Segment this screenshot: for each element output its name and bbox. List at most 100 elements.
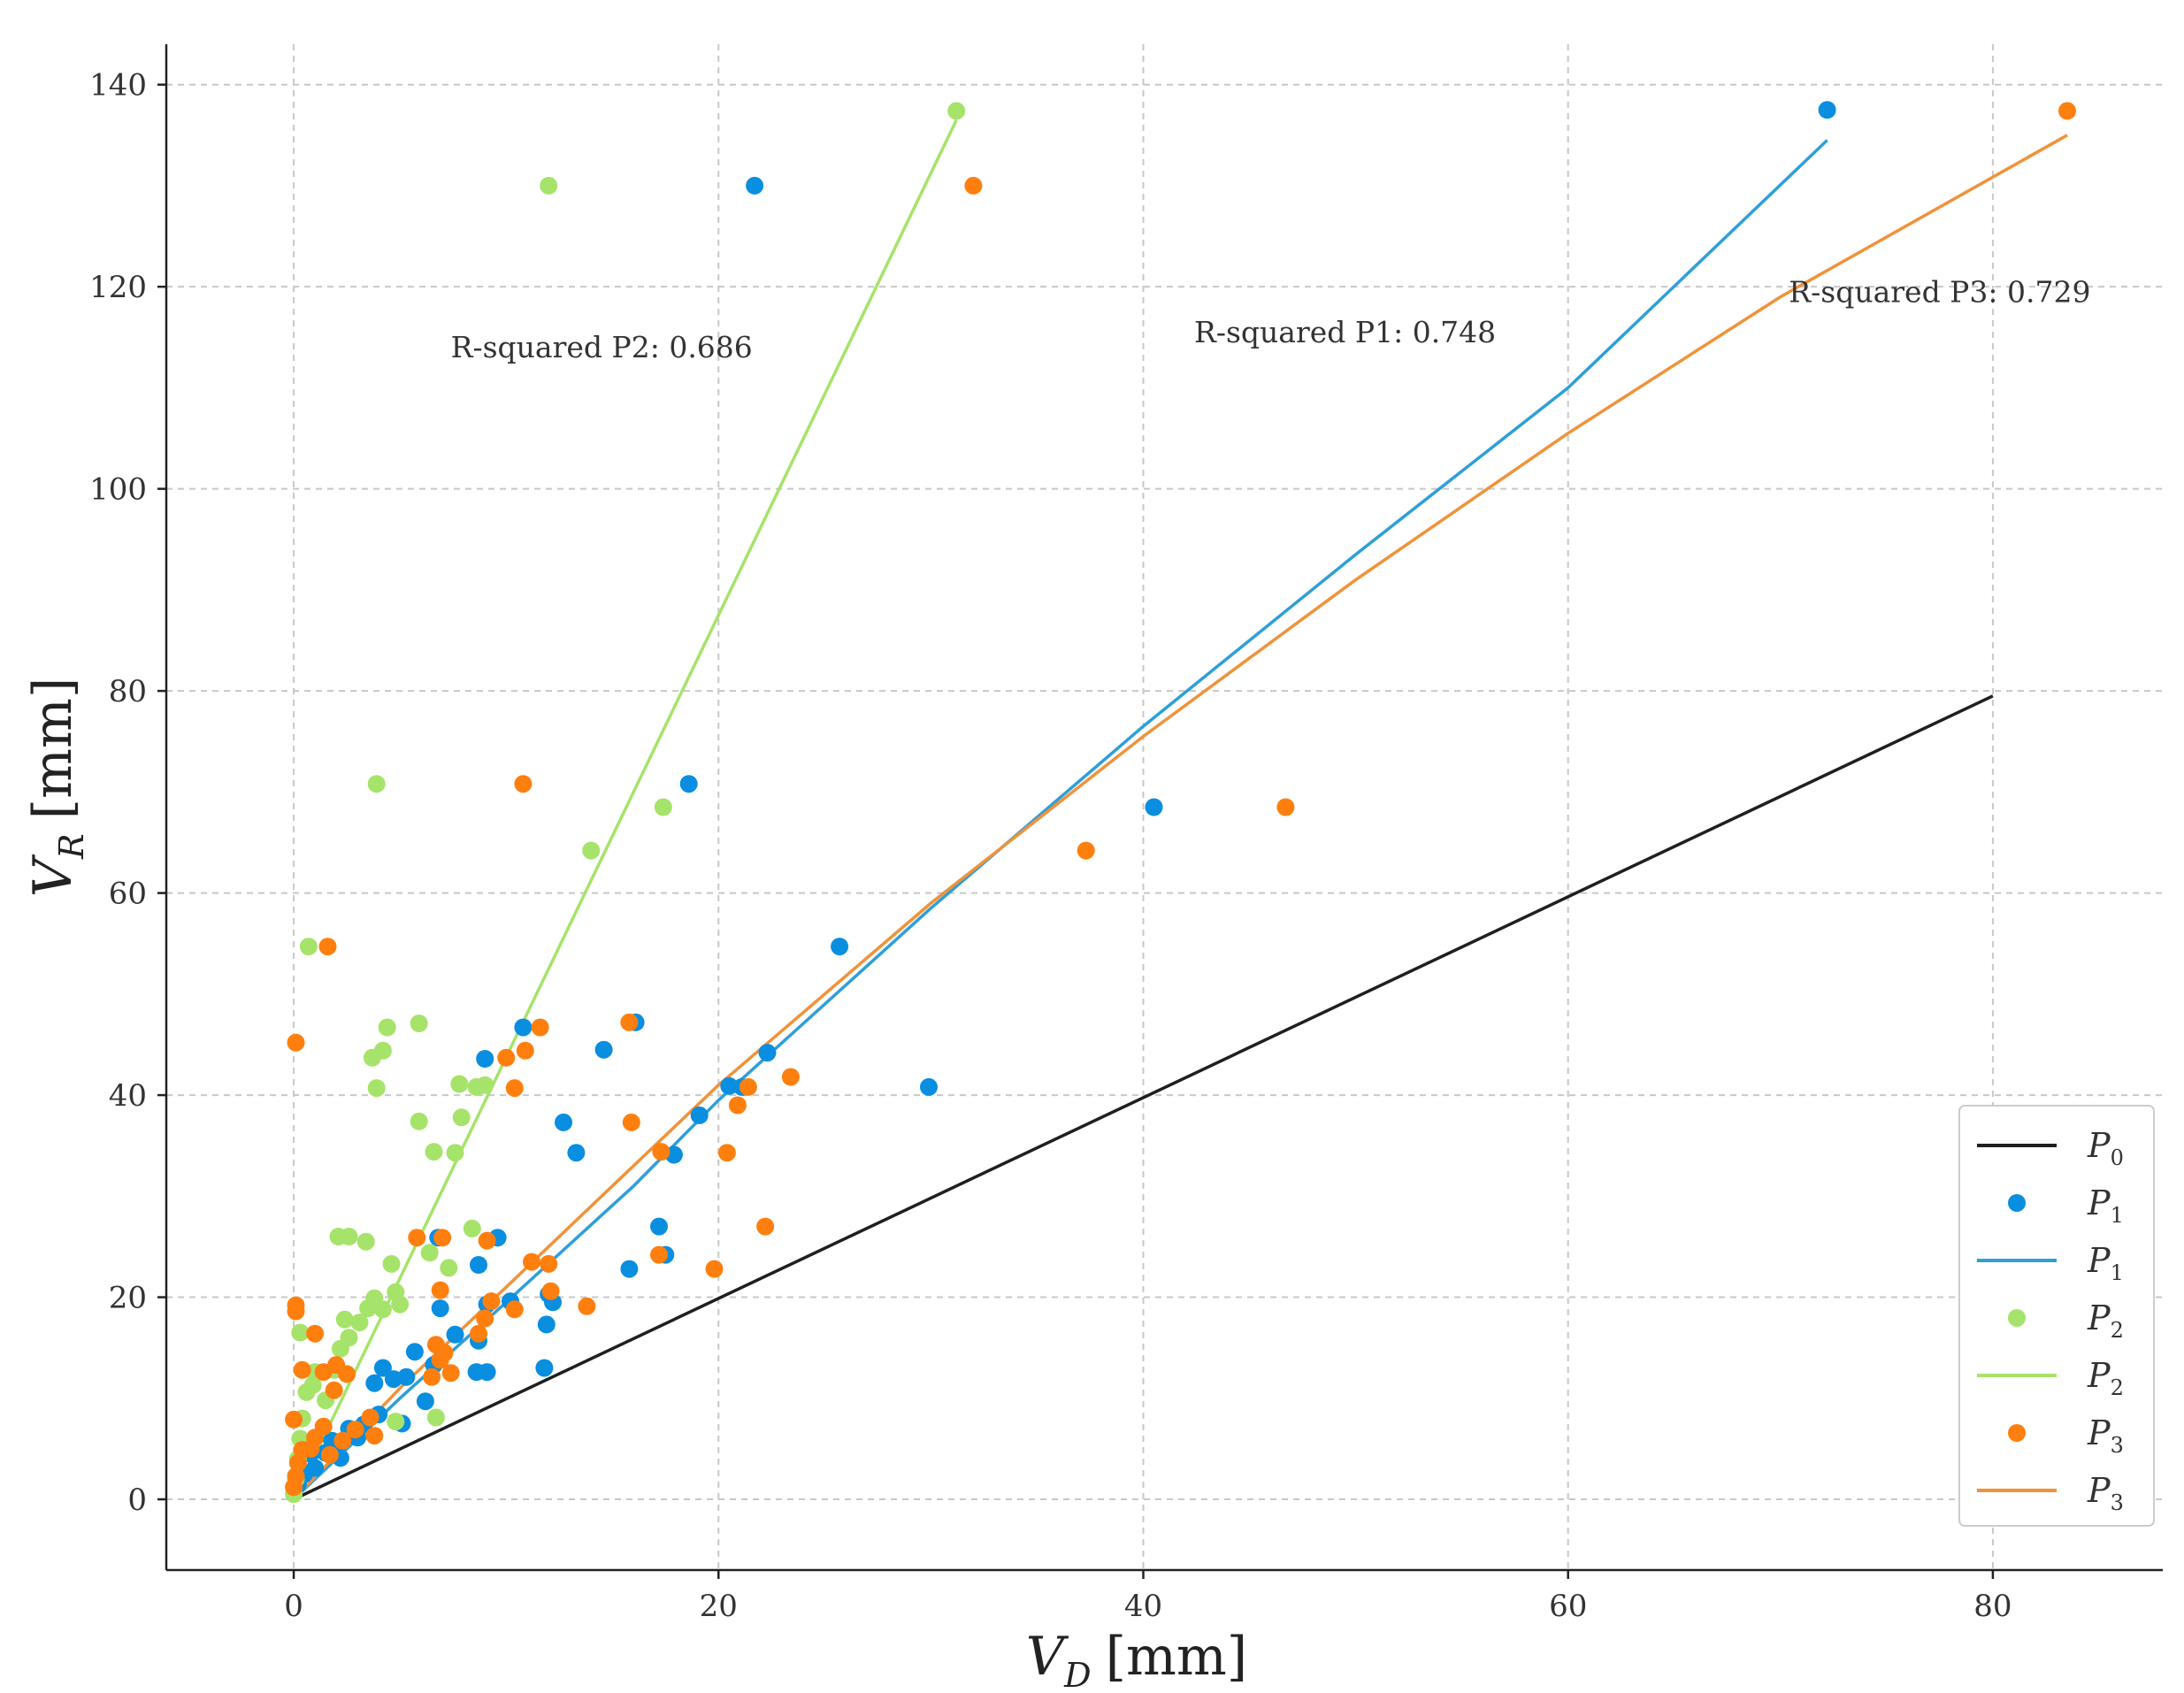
point-p3 (728, 1096, 747, 1115)
legend-label-subscript: 2 (2111, 1375, 2124, 1400)
point-p2 (373, 1300, 392, 1319)
point-p2 (410, 1015, 428, 1032)
y-axis-title-symbol: V (22, 854, 84, 897)
y-tick-label: 100 (89, 472, 147, 508)
point-p1 (650, 1217, 668, 1236)
legend-label-subscript: 3 (2111, 1490, 2124, 1515)
legend-label: P3 (2087, 1413, 2124, 1458)
y-axis-title-unit: [mm] (22, 678, 84, 820)
y-tick-label: 0 (127, 1482, 147, 1518)
y-tick-label: 80 (109, 674, 147, 709)
fit-line-p1 (292, 139, 1828, 1501)
x-axis-title: VD [mm] (1026, 1626, 1247, 1693)
point-p2 (426, 1408, 445, 1427)
point-p1 (431, 1299, 449, 1318)
point-p3 (431, 1281, 449, 1299)
point-p2 (382, 1254, 401, 1273)
legend-marker-swatch (2008, 1424, 2026, 1442)
point-p2 (452, 1108, 471, 1127)
r-squared-annotations: R-squared P2: 0.686 R-squared P1: 0.748 R-… (451, 274, 2091, 364)
point-p3 (433, 1229, 452, 1247)
point-p1 (720, 1076, 739, 1095)
point-p3 (620, 1013, 639, 1031)
point-p3 (1276, 798, 1295, 816)
point-p3 (293, 1360, 311, 1379)
point-p3 (361, 1408, 379, 1427)
point-p2 (363, 1048, 381, 1067)
point-p3 (622, 1113, 640, 1131)
point-p1 (373, 1359, 392, 1377)
point-p1 (476, 1050, 494, 1068)
r-squared-label: R-squared P1: 0.748 (1194, 315, 1496, 349)
data-points (285, 101, 2076, 1504)
point-p3 (287, 1302, 305, 1321)
x-axis-title-symbol: V (1026, 1626, 1069, 1688)
point-p3 (781, 1068, 800, 1086)
point-p3 (288, 1453, 307, 1472)
point-p3 (346, 1421, 364, 1439)
point-p1 (555, 1113, 572, 1131)
point-p3 (652, 1143, 671, 1161)
x-tick-label: 80 (1973, 1589, 2012, 1624)
point-p2 (335, 1310, 354, 1329)
point-p1 (446, 1325, 464, 1344)
point-p3 (540, 1254, 558, 1273)
point-p3 (505, 1079, 524, 1098)
point-p3 (325, 1381, 343, 1399)
y-tick-label: 120 (89, 270, 147, 305)
point-p1 (746, 176, 764, 195)
x-axis-title-unit: [mm] (1106, 1626, 1248, 1688)
y-tick-label: 40 (109, 1078, 147, 1114)
point-p3 (423, 1367, 441, 1386)
fit-lines (292, 119, 2068, 1501)
point-p2 (425, 1143, 443, 1161)
point-p2 (410, 1112, 428, 1130)
legend-label-symbol: P (2087, 1471, 2111, 1510)
point-p1 (478, 1363, 496, 1382)
legend-label: P2 (2087, 1298, 2124, 1343)
point-p2 (367, 1079, 386, 1098)
point-p3 (756, 1217, 775, 1236)
point-p3 (964, 176, 983, 195)
point-p3 (1077, 841, 1095, 860)
point-p3 (408, 1229, 426, 1247)
point-p3 (505, 1300, 524, 1319)
point-p1 (1818, 101, 1836, 119)
legend-label-symbol: P (2087, 1241, 2111, 1280)
point-p3 (578, 1297, 596, 1315)
point-p2 (391, 1295, 410, 1314)
point-p2 (450, 1075, 469, 1093)
point-p1 (1145, 798, 1163, 816)
point-p3 (333, 1431, 352, 1450)
y-axis-title-subscript: R (52, 833, 91, 860)
point-p3 (497, 1048, 516, 1067)
point-p2 (340, 1228, 358, 1245)
point-p3 (318, 938, 337, 956)
point-p3 (514, 775, 533, 793)
point-p3 (441, 1364, 460, 1383)
fit-line-p0 (293, 694, 1994, 1501)
point-p3 (287, 1033, 305, 1052)
point-p1 (831, 938, 849, 956)
legend-label-subscript: 1 (2111, 1260, 2124, 1285)
point-p3 (476, 1309, 494, 1328)
legend-label: P1 (2087, 1184, 2124, 1228)
point-p3 (650, 1245, 668, 1264)
point-p1 (594, 1040, 613, 1059)
point-p1 (365, 1374, 384, 1392)
legend-label: P3 (2087, 1471, 2124, 1515)
y-tick-label: 140 (89, 68, 147, 103)
legend-box (1958, 1105, 2155, 1527)
point-p3 (470, 1324, 487, 1343)
point-p1 (405, 1343, 424, 1361)
point-p2 (356, 1232, 375, 1251)
point-p1 (920, 1077, 938, 1096)
point-p3 (478, 1231, 496, 1250)
point-p2 (582, 841, 601, 860)
point-p2 (387, 1413, 405, 1431)
point-p3 (523, 1253, 540, 1271)
point-p2 (654, 798, 672, 816)
point-p3 (306, 1324, 325, 1343)
